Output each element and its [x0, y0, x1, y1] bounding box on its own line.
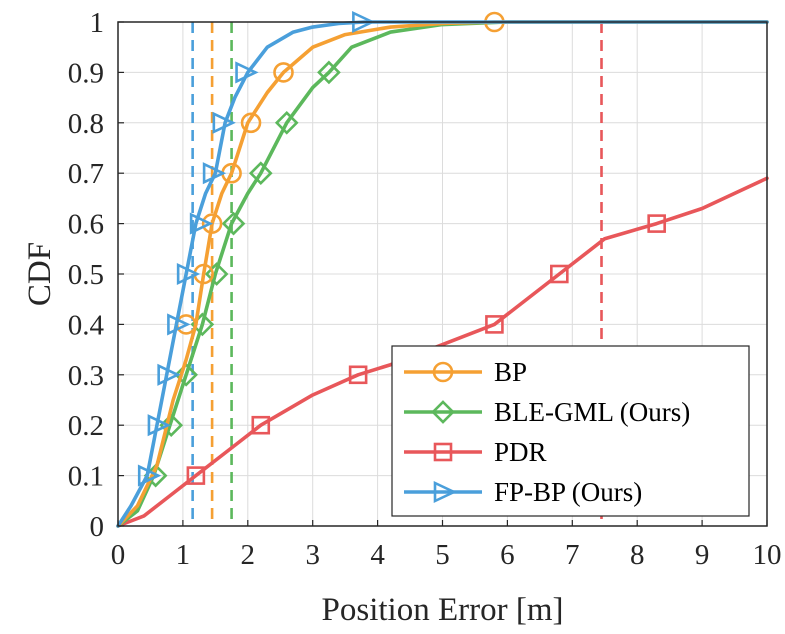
y-tick-label: 0.9 — [68, 57, 104, 89]
data-point-fp-bp-ours — [176, 262, 201, 286]
x-tick-label: 9 — [695, 539, 710, 571]
legend-entry-fp-bp-ours: FP-BP (Ours) — [404, 477, 642, 507]
data-point-pdr — [251, 415, 271, 435]
legend-swatch-marker — [433, 480, 458, 504]
data-point-fp-bp-ours — [235, 61, 259, 84]
y-tick-label: 0.4 — [68, 309, 105, 341]
series-line-pdr — [116, 176, 769, 528]
data-point-bp — [201, 213, 223, 234]
y-tick-label: 0.5 — [68, 259, 104, 291]
data-point-pdr — [485, 315, 504, 334]
x-axis-title: Position Error [m] — [322, 592, 564, 628]
series-layer — [116, 10, 769, 528]
data-point-pdr — [550, 264, 569, 284]
data-point-fp-bp-ours — [189, 212, 214, 235]
data-point-bp — [240, 112, 262, 134]
data-point-ble-gml-ours — [317, 60, 341, 85]
x-tick-label: 3 — [305, 539, 320, 571]
data-point-ble-gml-ours — [159, 413, 184, 438]
series-line-bp — [116, 20, 769, 528]
x-tick-label: 8 — [630, 539, 645, 571]
data-point-ble-gml-ours — [248, 161, 273, 186]
data-point-pdr — [647, 214, 666, 233]
x-axis-ticks: 0 1 2 3 4 5 6 7 8 9 10 — [111, 520, 782, 571]
y-tick-label: 0.2 — [68, 410, 104, 442]
data-point-bp — [273, 62, 294, 83]
y-tick-label: 1 — [90, 7, 105, 39]
legend-swatch-marker — [432, 361, 454, 383]
data-point-fp-bp-ours — [202, 162, 227, 185]
y-tick-label: 0.6 — [68, 209, 104, 241]
series-pdr — [116, 176, 769, 528]
legend-entry-ble-gml-ours: BLE-GML (Ours) — [404, 397, 690, 427]
y-axis-title: CDF — [22, 242, 58, 306]
x-tick-label: 6 — [500, 539, 515, 571]
legend-swatch-marker — [433, 442, 453, 462]
x-tick-label: 10 — [753, 539, 782, 571]
y-tick-label: 0.1 — [68, 461, 104, 493]
y-axis-ticks: 0 0.1 0.2 0.3 0.4 0.5 0.6 0.7 0.8 0.9 1 — [68, 7, 124, 543]
y-tick-label: 0.7 — [68, 158, 104, 190]
legend: BP BLE-GML (Ours) PDR FP-BP (Ours) — [391, 345, 750, 517]
data-point-fp-bp-ours — [167, 313, 191, 336]
data-point-pdr — [348, 365, 368, 385]
data-point-fp-bp-ours — [212, 111, 236, 134]
legend-entry-bp: BP — [404, 357, 527, 387]
data-point-ble-gml-ours — [221, 211, 246, 236]
legend-entry-pdr: PDR — [404, 437, 547, 467]
y-tick-label: 0.8 — [68, 108, 104, 140]
x-tick-label: 7 — [565, 539, 580, 571]
legend-label: BP — [494, 357, 527, 387]
x-tick-label: 5 — [435, 539, 450, 571]
legend-label: BLE-GML (Ours) — [494, 397, 690, 427]
x-tick-label: 0 — [111, 539, 126, 571]
data-point-fp-bp-ours — [157, 363, 181, 386]
data-point-fp-bp-ours — [137, 464, 162, 487]
legend-swatch-marker — [431, 400, 455, 424]
data-point-pdr — [186, 466, 206, 485]
data-point-ble-gml-ours — [174, 362, 198, 387]
data-point-fp-bp-ours — [147, 414, 171, 437]
y-tick-label: 0.3 — [68, 360, 104, 392]
y-tick-label: 0 — [90, 511, 105, 543]
x-tick-label: 4 — [370, 539, 385, 571]
series-line-fp-bp-ours — [116, 20, 769, 528]
legend-label: FP-BP (Ours) — [494, 477, 642, 507]
x-tick-label: 2 — [241, 539, 256, 571]
x-tick-label: 1 — [176, 539, 191, 571]
data-point-ble-gml-ours — [274, 110, 299, 135]
legend-label: PDR — [494, 437, 547, 467]
data-point-ble-gml-ours — [204, 262, 229, 286]
